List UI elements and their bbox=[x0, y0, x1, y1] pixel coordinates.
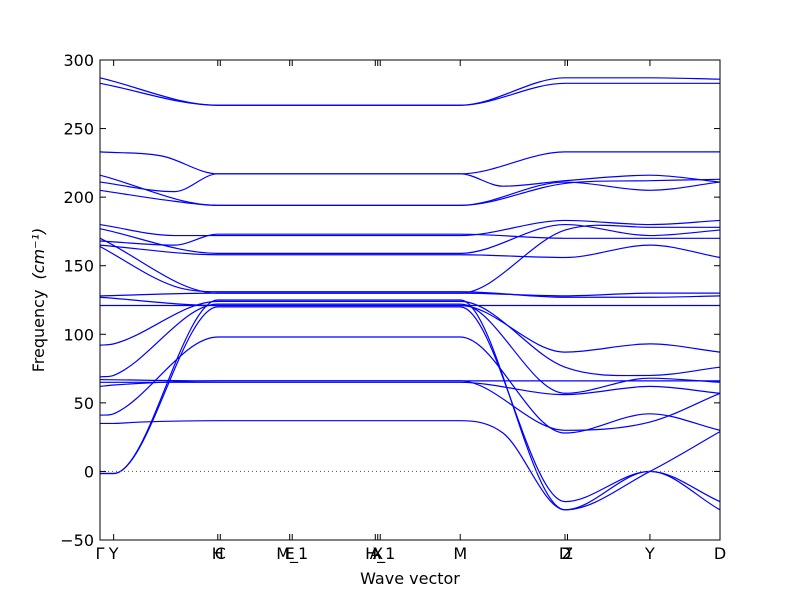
band-line-3 bbox=[99, 420, 721, 511]
band-line-9 bbox=[99, 300, 721, 377]
band-line-2 bbox=[100, 306, 721, 503]
band-line-13 bbox=[99, 245, 721, 298]
x-tick-label: D bbox=[714, 544, 726, 563]
x-tick-label: Y bbox=[108, 544, 119, 563]
band-line-4 bbox=[99, 336, 721, 434]
x-tick-label: D bbox=[559, 544, 571, 563]
x-tick-label: X bbox=[372, 544, 383, 563]
x-axis-ticks: Γ Y HC EM_1 AXH_1 M DZ Y D bbox=[96, 60, 726, 564]
y-tick-label: 50 bbox=[74, 394, 94, 413]
y-tick-label: −50 bbox=[60, 531, 94, 550]
band-line-12 bbox=[99, 292, 720, 297]
x-tick-label: H_1 bbox=[365, 544, 395, 564]
y-axis-ticks: −50 0 50 100 150 200 250 300 bbox=[60, 51, 720, 550]
band-curves bbox=[99, 77, 721, 511]
band-line-24 bbox=[99, 77, 721, 106]
y-tick-label: 150 bbox=[63, 257, 94, 276]
band-line-15 bbox=[99, 233, 720, 246]
band-line-18 bbox=[99, 219, 721, 237]
band-line-16 bbox=[99, 224, 720, 294]
band-line-23 bbox=[99, 82, 720, 106]
band-line-14 bbox=[99, 244, 721, 259]
y-tick-label: 0 bbox=[84, 462, 94, 481]
y-tick-label: 250 bbox=[63, 120, 94, 139]
x-axis-title: Wave vector bbox=[360, 569, 460, 588]
y-tick-label: 300 bbox=[63, 51, 94, 70]
band-line-11 bbox=[99, 296, 721, 353]
x-tick-label: Γ bbox=[96, 544, 105, 563]
y-tick-label: 100 bbox=[63, 325, 94, 344]
x-tick-label: C bbox=[215, 544, 226, 563]
x-tick-label: H bbox=[212, 544, 224, 563]
band-line-8 bbox=[99, 303, 721, 394]
y-tick-label: 200 bbox=[63, 188, 94, 207]
band-line-22 bbox=[99, 151, 720, 175]
band-line-19 bbox=[99, 181, 721, 206]
x-tick-label: Y bbox=[644, 544, 655, 563]
x-tick-label: M bbox=[453, 544, 467, 563]
plot-frame bbox=[99, 59, 721, 541]
band-line-6 bbox=[100, 381, 721, 396]
band-line-21 bbox=[99, 174, 721, 206]
y-axis-unit: (cm⁻¹) bbox=[29, 228, 48, 280]
band-line-7 bbox=[99, 378, 720, 382]
band-line-20 bbox=[99, 173, 721, 193]
y-axis-title-text: Frequency bbox=[29, 290, 48, 373]
band-line-17 bbox=[99, 223, 721, 254]
y-axis-title: Frequency (cm⁻¹) bbox=[29, 228, 48, 372]
x-tick-label: E bbox=[285, 544, 295, 563]
x-tick-label: Z bbox=[562, 544, 573, 563]
x-tick-label: M_1 bbox=[276, 544, 308, 564]
x-tick-label: A bbox=[370, 544, 381, 563]
